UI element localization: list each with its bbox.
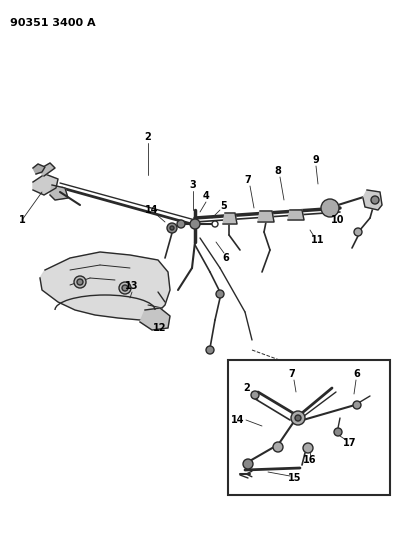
Circle shape <box>177 220 185 228</box>
Circle shape <box>354 228 362 236</box>
Text: 1: 1 <box>19 215 25 225</box>
Text: 16: 16 <box>303 455 317 465</box>
Circle shape <box>74 276 86 288</box>
Circle shape <box>167 223 177 233</box>
Circle shape <box>212 221 218 227</box>
Polygon shape <box>140 308 170 330</box>
Polygon shape <box>258 211 274 222</box>
Text: 7: 7 <box>245 175 252 185</box>
Text: 4: 4 <box>203 191 209 201</box>
Circle shape <box>291 411 305 425</box>
Circle shape <box>216 290 224 298</box>
Text: 14: 14 <box>145 205 159 215</box>
Text: 9: 9 <box>312 155 319 165</box>
Polygon shape <box>363 190 382 210</box>
Circle shape <box>77 279 83 285</box>
Circle shape <box>190 219 200 229</box>
Circle shape <box>273 442 283 452</box>
Text: 12: 12 <box>153 323 167 333</box>
Polygon shape <box>33 164 45 174</box>
Circle shape <box>303 443 313 453</box>
Polygon shape <box>223 213 237 224</box>
Text: 6: 6 <box>354 369 360 379</box>
Polygon shape <box>40 252 170 320</box>
Text: 3: 3 <box>189 180 196 190</box>
Text: 2: 2 <box>244 383 250 393</box>
Circle shape <box>371 196 379 204</box>
Circle shape <box>295 415 301 421</box>
Text: 2: 2 <box>144 132 151 142</box>
Polygon shape <box>38 163 55 176</box>
Circle shape <box>251 391 259 399</box>
Text: 90351 3400 A: 90351 3400 A <box>10 18 96 28</box>
Circle shape <box>334 428 342 436</box>
Text: 13: 13 <box>125 281 139 291</box>
Circle shape <box>119 282 131 294</box>
Text: 14: 14 <box>231 415 245 425</box>
Circle shape <box>122 285 128 291</box>
Text: 11: 11 <box>311 235 325 245</box>
Text: 5: 5 <box>220 201 227 211</box>
Polygon shape <box>50 185 68 200</box>
Text: 17: 17 <box>343 438 357 448</box>
Text: 7: 7 <box>289 369 295 379</box>
Circle shape <box>321 199 339 217</box>
Bar <box>228 360 390 495</box>
Text: 15: 15 <box>288 473 302 483</box>
Text: 6: 6 <box>222 253 229 263</box>
Polygon shape <box>33 174 58 195</box>
Text: 8: 8 <box>275 166 281 176</box>
Polygon shape <box>288 210 304 220</box>
Text: 10: 10 <box>331 215 345 225</box>
Circle shape <box>243 459 253 469</box>
Circle shape <box>206 346 214 354</box>
Circle shape <box>170 226 174 230</box>
Circle shape <box>353 401 361 409</box>
